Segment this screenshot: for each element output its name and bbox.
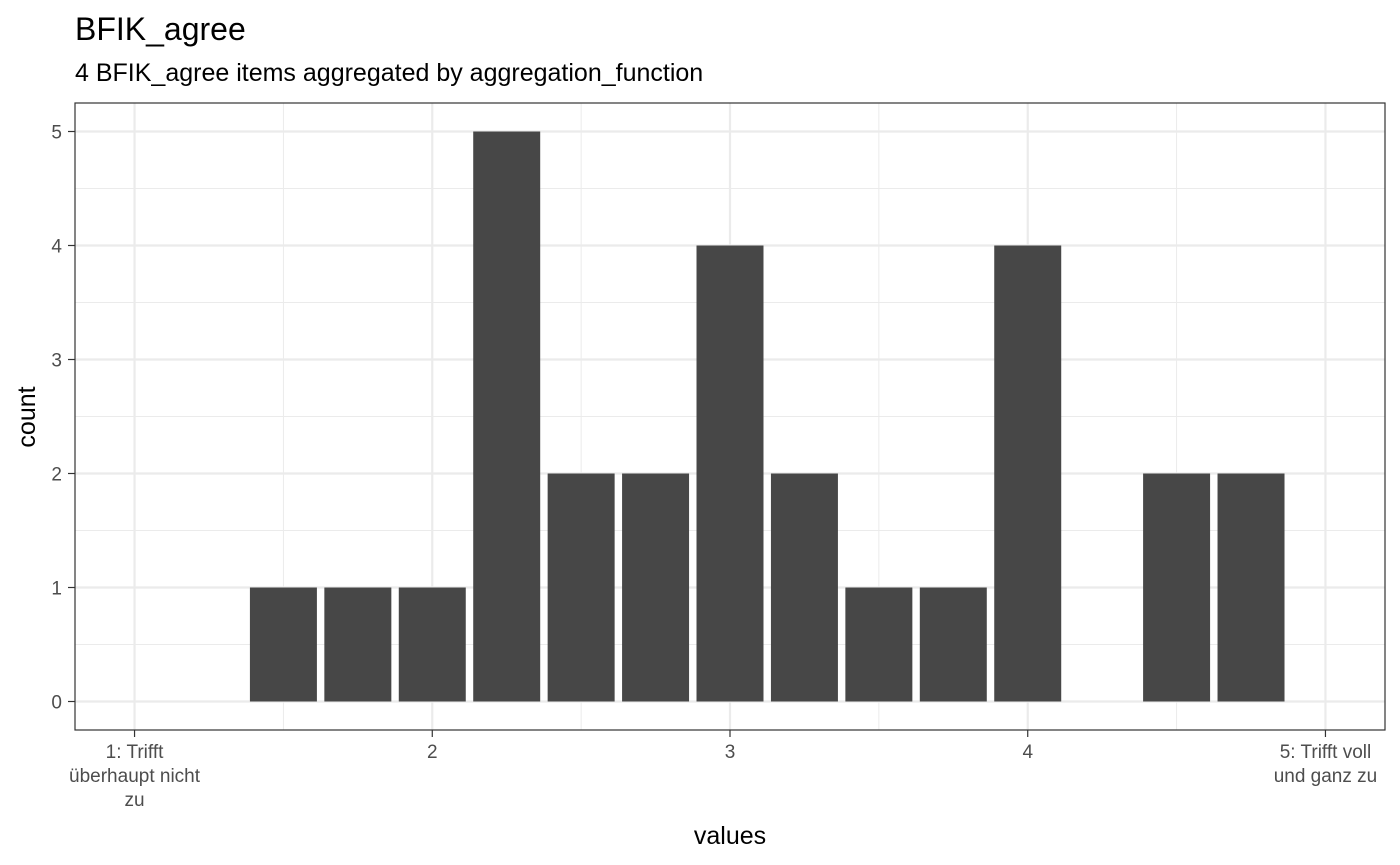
- x-tick-label: 1: Trifft überhaupt nicht zu: [69, 742, 201, 811]
- bar: [696, 245, 764, 702]
- bar: [770, 473, 838, 702]
- y-axis-title: count: [13, 386, 41, 447]
- chart-subtitle: 4 BFIK_agree items aggregated by aggrega…: [75, 59, 703, 87]
- x-tick-label: 5: Trifft voll und ganz zu: [1274, 742, 1378, 787]
- x-tick-label: 3: [725, 742, 736, 763]
- y-tick-label: 2: [51, 465, 62, 486]
- bar: [622, 473, 690, 702]
- bars: [249, 131, 1285, 702]
- bar: [249, 587, 317, 702]
- bar: [845, 587, 913, 702]
- x-tick-label: 4: [1022, 742, 1033, 763]
- bar: [473, 131, 541, 702]
- bar: [547, 473, 615, 702]
- bar: [324, 587, 392, 702]
- axes: 0 1 2 3 4 5 1: Trifft überhaupt nicht zu 2 3 4 5: Tr…: [51, 123, 1377, 812]
- y-tick-label: 4: [51, 237, 62, 258]
- chart-title: BFIK_agree: [75, 11, 246, 47]
- x-axis-title: values: [694, 822, 766, 850]
- x-tick-label: 2: [427, 742, 438, 763]
- bar: [1143, 473, 1211, 702]
- y-tick-label: 1: [51, 579, 62, 600]
- y-tick-label: 3: [51, 351, 62, 372]
- bar: [398, 587, 466, 702]
- bar: [994, 245, 1062, 702]
- bar: [1217, 473, 1285, 702]
- y-tick-label: 5: [51, 123, 62, 144]
- y-tick-label: 0: [51, 693, 62, 714]
- bar: [919, 587, 987, 702]
